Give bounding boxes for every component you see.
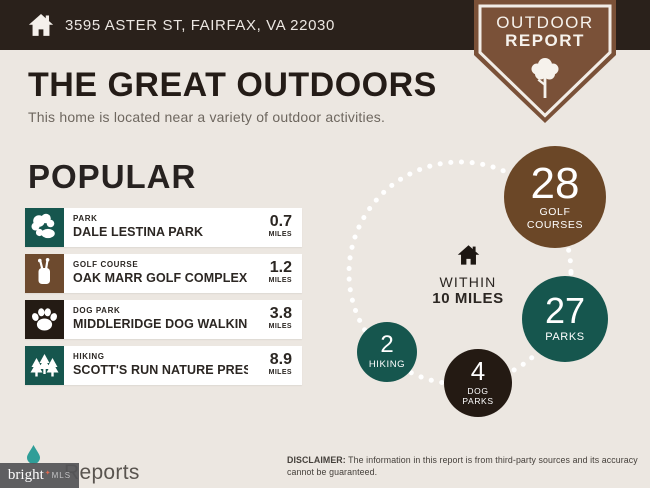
within-label: WITHIN	[439, 274, 497, 290]
tree-icon	[531, 58, 559, 98]
disclaimer: DISCLAIMER: The information in this repo…	[287, 455, 649, 479]
item-name: DALE LESTINA PARK	[73, 225, 204, 239]
stat-label: PARKS	[545, 330, 585, 343]
stat-label: GOLF COURSES	[526, 206, 584, 231]
item-category: DOG PARK	[73, 306, 121, 315]
stat-bubble-dog-parks: 4 DOG PARKS	[444, 349, 512, 417]
stat-value: 27	[544, 290, 586, 332]
stat-value: 4	[470, 356, 486, 387]
item-unit: MILES	[268, 323, 292, 330]
golf-bag-icon	[25, 254, 64, 293]
item-distance: 1.2	[269, 259, 292, 276]
watermark-suffix: MLS	[51, 471, 72, 480]
paw-icon	[25, 300, 64, 339]
list-item-golf: GOLF COURSE OAK MARR GOLF COMPLEX 1.2 MI…	[25, 254, 302, 293]
stat-bubble-parks: 27 PARKS	[522, 276, 608, 362]
radius-center: WITHIN 10 MILES	[418, 244, 518, 307]
stat-value: 2	[380, 330, 394, 358]
disclaimer-label: DISCLAIMER:	[287, 455, 346, 465]
house-icon	[28, 13, 54, 36]
disclaimer-text: The information in this report is from t…	[287, 455, 638, 477]
item-distance: 0.7	[269, 213, 292, 230]
item-unit: MILES	[268, 231, 292, 238]
stat-bubble-golf-courses: 28 GOLF COURSES	[504, 146, 606, 248]
item-distance: 3.8	[269, 305, 292, 322]
item-category: HIKING	[73, 352, 105, 361]
list-item-dogpark: DOG PARK MIDDLERIDGE DOG WALKING 3.8 MIL…	[25, 300, 302, 339]
popular-heading: POPULAR	[28, 158, 197, 195]
badge-line1: OUTDOOR	[496, 13, 594, 32]
house-icon	[457, 245, 479, 265]
bright-mls-watermark: bright ✦ MLS	[0, 463, 79, 488]
item-unit: MILES	[268, 369, 292, 376]
park-trees-icon	[25, 208, 64, 247]
page-title: THE GREAT OUTDOORS	[28, 66, 437, 104]
list-item-hiking: HIKING SCOTT'S RUN NATURE PRESERVE 8.9 M…	[25, 346, 302, 385]
watermark-star-icon: ✦	[44, 469, 51, 477]
item-name: MIDDLERIDGE DOG WALKING	[73, 317, 248, 331]
stat-value: 28	[530, 158, 580, 208]
item-category: PARK	[73, 214, 98, 223]
header-address: 3595 ASTER ST, FAIRFAX, VA 22030	[65, 16, 335, 34]
item-distance: 8.9	[269, 351, 292, 368]
logo-droplet-icon	[27, 445, 40, 464]
stat-label: DOG PARKS	[462, 386, 494, 407]
item-category: GOLF COURSE	[73, 260, 139, 269]
reports-logo-text: Reports	[64, 461, 140, 484]
item-unit: MILES	[268, 277, 292, 284]
page-subtitle: This home is located near a variety of o…	[28, 109, 386, 125]
watermark-brand: bright	[7, 467, 44, 483]
badge-line2: REPORT	[505, 31, 585, 50]
radius-value: 10 MILES	[432, 290, 504, 307]
stat-bubble-hiking: 2 HIKING	[357, 322, 417, 382]
outdoor-report-badge: OUTDOOR REPORT	[474, 0, 616, 124]
popular-list: PARK DALE LESTINA PARK 0.7 MILES GOLF CO…	[25, 208, 302, 392]
stat-label: HIKING	[368, 358, 406, 370]
item-name: SCOTT'S RUN NATURE PRESERVE	[73, 363, 248, 377]
list-item-park: PARK DALE LESTINA PARK 0.7 MILES	[25, 208, 302, 247]
item-name: OAK MARR GOLF COMPLEX	[73, 271, 248, 285]
pine-trees-icon	[25, 346, 64, 385]
